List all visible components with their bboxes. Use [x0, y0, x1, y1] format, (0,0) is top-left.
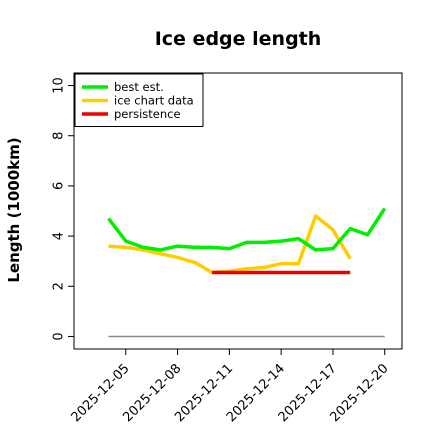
legend-label: persistence	[114, 107, 181, 121]
series-line-best-est-	[107, 207, 387, 252]
y-tick-label: 10	[52, 77, 67, 94]
legend-label: best est.	[114, 80, 164, 94]
y-tick-label: 2	[52, 282, 67, 290]
y-axis-label: Length (1000km)	[5, 137, 23, 282]
chart-title: Ice edge length	[155, 28, 322, 50]
y-tick-label: 0	[52, 332, 67, 340]
series-line-ice-chart-data	[108, 214, 352, 275]
plot-frame	[73, 72, 403, 350]
legend-label: ice chart data	[114, 94, 194, 108]
y-tick-label: 4	[52, 232, 67, 240]
y-tick-label: 8	[52, 132, 67, 140]
y-tick-label: 6	[52, 182, 67, 190]
